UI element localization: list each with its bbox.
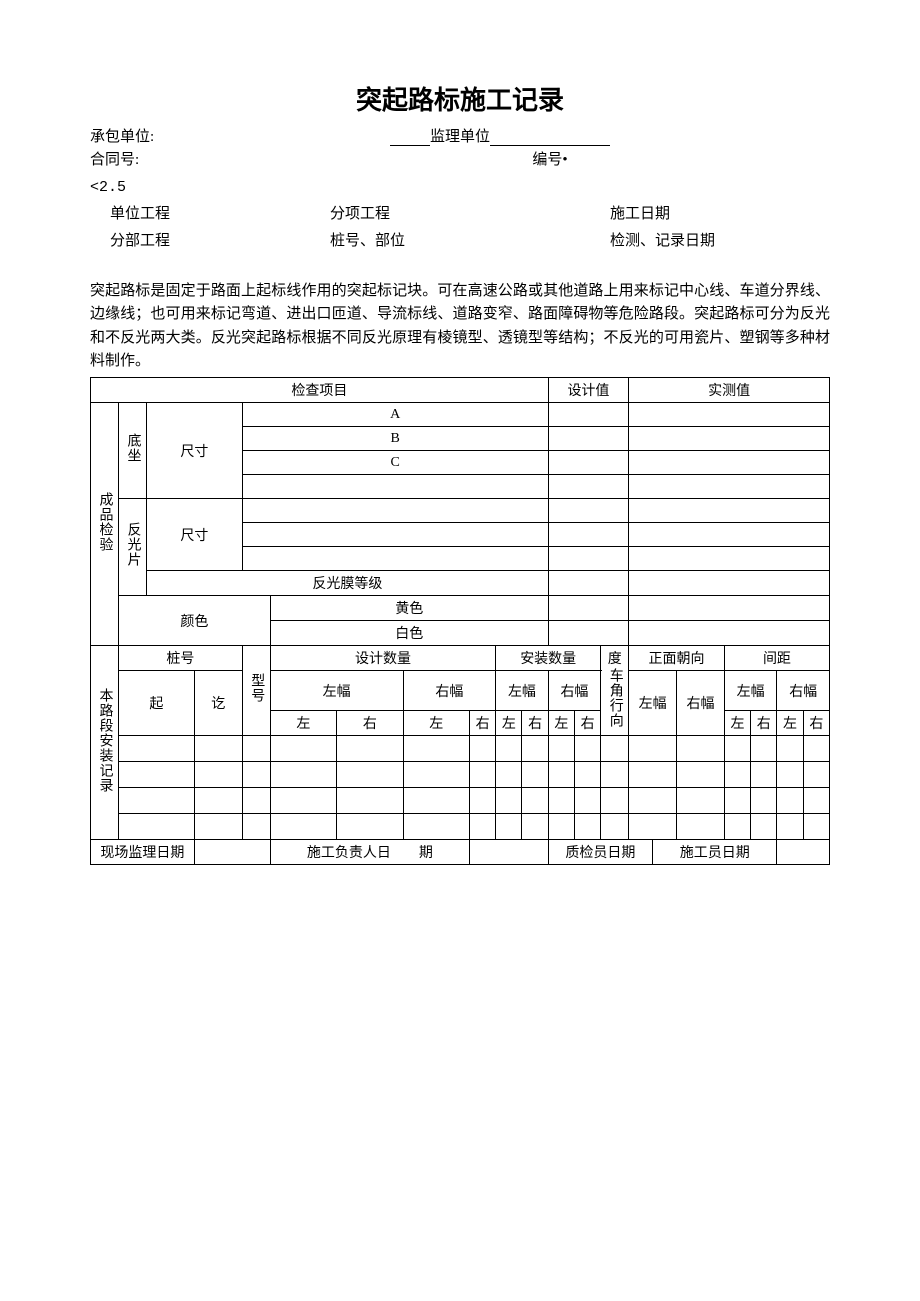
s-l-l: 左: [724, 711, 750, 736]
main-table: 检查项目 设计值 实测值 成品检验 底坐 尺寸 A B C 反光片 尺寸 反光膜…: [90, 377, 830, 865]
color-label: 颜色: [119, 596, 271, 646]
install-left-width: 左幅: [496, 671, 549, 711]
s-r-r: 右: [803, 711, 829, 736]
sig-supervisor-label: 现场监理日期: [91, 840, 195, 865]
d-r-l: 左: [403, 711, 469, 736]
actual-val-header: 实测值: [629, 378, 830, 403]
reflector-label: 反光片: [119, 499, 147, 596]
row-a: A: [242, 403, 548, 427]
spacing-left-width: 左幅: [724, 671, 777, 711]
size-label-2: 尺寸: [147, 499, 243, 571]
pile-no-label: 桩号: [119, 646, 243, 671]
pile-part-label: 桩号、部位: [330, 229, 550, 250]
spacing-right-width: 右幅: [777, 671, 830, 711]
sig-manager-label: 施工负责人日 期: [270, 840, 469, 865]
install-right-width: 右幅: [548, 671, 601, 711]
lt-marker: <2.5: [90, 179, 830, 196]
d-r-r: 右: [469, 711, 495, 736]
document-title: 突起路标施工记录: [90, 80, 830, 117]
base-label: 底坐: [119, 403, 147, 499]
vehicle-angle-label: 度车角行向: [601, 646, 629, 736]
end-label: 讫: [194, 671, 242, 736]
sub-project-label: 分部工程: [110, 229, 330, 250]
supervisor-unit: 监理单位: [370, 125, 630, 146]
install-qty-label: 安装数量: [496, 646, 601, 671]
check-date-label: 检测、记录日期: [550, 229, 830, 250]
i-l-r: 右: [522, 711, 548, 736]
i-r-l: 左: [548, 711, 574, 736]
size-label-1: 尺寸: [147, 403, 243, 499]
s-r-l: 左: [777, 711, 803, 736]
check-item-header: 检查项目: [91, 378, 549, 403]
white-label: 白色: [270, 621, 548, 646]
yellow-label: 黄色: [270, 596, 548, 621]
design-left-width: 左幅: [270, 671, 403, 711]
reflective-grade-label: 反光膜等级: [147, 571, 549, 596]
install-record-label: 本路段安装记录: [91, 646, 119, 840]
sig-worker-label: 施工员日期: [653, 840, 777, 865]
start-label: 起: [119, 671, 195, 736]
front-right-width: 右幅: [677, 671, 725, 736]
i-l-l: 左: [496, 711, 522, 736]
s-l-r: 右: [751, 711, 777, 736]
product-insp-label: 成品检验: [91, 403, 119, 646]
type-no-label: 型号: [242, 646, 270, 736]
unit-project-label: 单位工程: [110, 202, 330, 223]
spacing-label: 间距: [724, 646, 829, 671]
serial-no-label: 编号•: [370, 148, 630, 169]
div-project-label: 分项工程: [330, 202, 550, 223]
contractor-label: 承包单位:: [90, 125, 370, 146]
design-qty-label: 设计数量: [270, 646, 495, 671]
construction-date-label: 施工日期: [550, 202, 830, 223]
row-b: B: [242, 427, 548, 451]
d-l-l: 左: [270, 711, 336, 736]
contract-no-label: 合同号:: [90, 148, 370, 169]
front-dir-label: 正面朝向: [629, 646, 725, 671]
i-r-r: 右: [574, 711, 600, 736]
sig-qc-label: 质检员日期: [548, 840, 652, 865]
description-paragraph: 突起路标是固定于路面上起标线作用的突起标记块。可在高速公路或其他道路上用来标记中…: [90, 280, 830, 373]
d-l-r: 右: [337, 711, 403, 736]
design-val-header: 设计值: [548, 378, 629, 403]
front-left-width: 左幅: [629, 671, 677, 736]
row-c: C: [242, 451, 548, 475]
design-right-width: 右幅: [403, 671, 496, 711]
